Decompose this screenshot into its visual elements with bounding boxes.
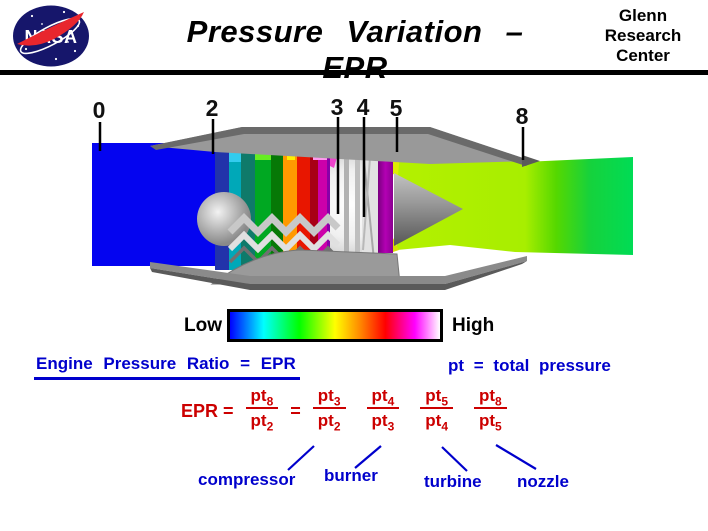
station-label-0: 0	[93, 97, 106, 123]
station-label-3: 3	[331, 94, 344, 120]
turbine-label: turbine	[424, 472, 482, 491]
colorbar-high-label: High	[452, 315, 495, 336]
org-line-1: Glenn	[618, 6, 668, 25]
exhaust-cone	[394, 173, 463, 246]
fraction-compressor: pt3 pt2	[312, 386, 346, 437]
org-line-3: Center	[616, 46, 670, 65]
fraction-pt8-pt2: pt8 pt2	[245, 386, 279, 437]
burner-label: burner	[324, 466, 378, 485]
fraction-burner: pt4 pt3	[366, 386, 400, 437]
station-label-4: 4	[357, 94, 370, 120]
exhaust-jet	[393, 153, 633, 255]
pt-definition: pt = total pressure	[448, 356, 611, 375]
compressor-label: compressor	[198, 470, 296, 489]
org-name: Glenn Research Center	[588, 6, 698, 66]
station-label-2: 2	[206, 95, 219, 121]
nacelle-cowl	[150, 127, 540, 290]
station-label-5: 5	[390, 95, 403, 121]
equation-lhs: EPR =	[181, 400, 234, 421]
header-divider	[0, 70, 708, 75]
fraction-turbine: pt5 pt4	[420, 386, 453, 437]
logo-orbit	[19, 17, 81, 55]
epr-definition: Engine Pressure Ratio = EPR	[34, 354, 300, 380]
pressure-colorbar	[227, 309, 443, 342]
station-labels: 0 2 3 4 5 8	[93, 94, 529, 129]
fraction-nozzle: pt8 pt5	[474, 386, 507, 437]
logo-swoosh	[17, 12, 84, 46]
engine-spinner	[197, 192, 251, 246]
station-label-8: 8	[516, 103, 529, 129]
inlet-flow	[92, 143, 215, 266]
page-title: Pressure Variation – EPR	[186, 14, 524, 85]
colorbar-low-label: Low	[184, 315, 222, 336]
org-line-2: Research	[604, 26, 682, 45]
station-ticks	[98, 117, 525, 217]
equation-equals: =	[290, 400, 301, 421]
nozzle-label: nozzle	[517, 472, 569, 491]
nasa-logo: NASA	[13, 5, 89, 67]
epr-equation: EPR = pt8 pt2 = pt3 pt2 pt4 pt3 pt5 pt4 …	[181, 386, 507, 437]
